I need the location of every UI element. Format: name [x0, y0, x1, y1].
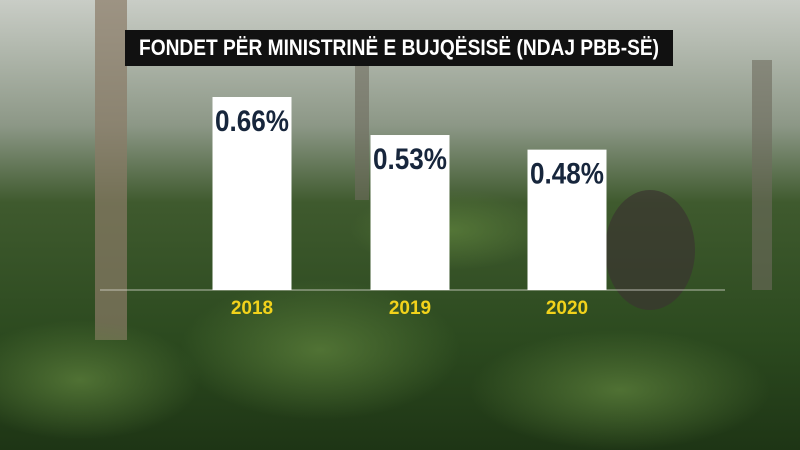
- title-box: [125, 30, 673, 66]
- chart-title: FONDET PËR MINISTRINË E BUJQËSISË (NDAJ …: [139, 35, 659, 60]
- x-tick-label: 2020: [546, 298, 588, 319]
- bar: [527, 149, 607, 290]
- value-label: 0.66%: [215, 105, 289, 138]
- value-label: 0.48%: [530, 158, 604, 191]
- bar: [370, 135, 450, 290]
- bar: [212, 97, 292, 290]
- x-tick-label: 2018: [231, 298, 273, 319]
- value-label: 0.53%: [373, 143, 447, 176]
- x-tick-label: 2019: [389, 298, 431, 319]
